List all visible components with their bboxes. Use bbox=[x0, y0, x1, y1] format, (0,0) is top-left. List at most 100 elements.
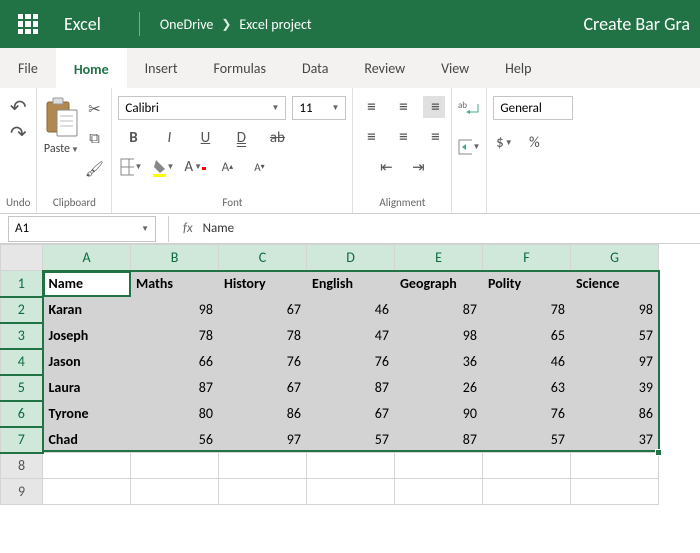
cell-G4[interactable]: 97 bbox=[571, 349, 659, 375]
cell-F9[interactable] bbox=[483, 479, 571, 505]
cut-icon[interactable]: ✂ bbox=[83, 98, 105, 120]
cell-D7[interactable]: 57 bbox=[307, 427, 395, 453]
cell-F2[interactable]: 78 bbox=[483, 297, 571, 323]
cell-B4[interactable]: 66 bbox=[131, 349, 219, 375]
cell-A4[interactable]: Jason bbox=[43, 349, 131, 375]
align-bottom-icon[interactable]: ≡ bbox=[423, 96, 445, 118]
cell-B6[interactable]: 80 bbox=[131, 401, 219, 427]
cell-E8[interactable] bbox=[395, 453, 483, 479]
row-header-4[interactable]: 4 bbox=[1, 349, 43, 375]
tab-view[interactable]: View bbox=[423, 48, 487, 88]
cell-G8[interactable] bbox=[571, 453, 659, 479]
borders-button[interactable]: ▼ bbox=[120, 156, 142, 178]
font-color-button[interactable]: A▼ bbox=[184, 156, 206, 178]
worksheet[interactable]: ABCDEFG1NameMathsHistoryEnglishGeographP… bbox=[0, 244, 700, 505]
align-middle-icon[interactable]: ≡ bbox=[391, 96, 413, 118]
align-right-icon[interactable]: ≡ bbox=[423, 126, 445, 148]
fill-color-button[interactable]: ▼ bbox=[152, 156, 174, 178]
cell-B5[interactable]: 87 bbox=[131, 375, 219, 401]
breadcrumb-onedrive[interactable]: OneDrive bbox=[160, 16, 213, 33]
tab-help[interactable]: Help bbox=[487, 48, 549, 88]
decrease-indent-icon[interactable]: ⇤ bbox=[375, 156, 397, 178]
tab-review[interactable]: Review bbox=[346, 48, 423, 88]
cell-D6[interactable]: 67 bbox=[307, 401, 395, 427]
cell-F3[interactable]: 65 bbox=[483, 323, 571, 349]
col-header-B[interactable]: B bbox=[131, 245, 219, 271]
row-header-9[interactable]: 9 bbox=[1, 479, 43, 505]
col-header-C[interactable]: C bbox=[219, 245, 307, 271]
cell-B2[interactable]: 98 bbox=[131, 297, 219, 323]
cell-D1[interactable]: English bbox=[307, 271, 395, 297]
cell-G9[interactable] bbox=[571, 479, 659, 505]
cell-D2[interactable]: 46 bbox=[307, 297, 395, 323]
cell-B3[interactable]: 78 bbox=[131, 323, 219, 349]
cell-B8[interactable] bbox=[131, 453, 219, 479]
col-header-E[interactable]: E bbox=[395, 245, 483, 271]
cell-F4[interactable]: 46 bbox=[483, 349, 571, 375]
percent-icon[interactable]: % bbox=[523, 132, 545, 154]
cell-C2[interactable]: 67 bbox=[219, 297, 307, 323]
bold-button[interactable]: B bbox=[122, 127, 144, 149]
cell-G3[interactable]: 57 bbox=[571, 323, 659, 349]
tab-formulas[interactable]: Formulas bbox=[196, 48, 284, 88]
cell-D9[interactable] bbox=[307, 479, 395, 505]
cell-D4[interactable]: 76 bbox=[307, 349, 395, 375]
cell-B9[interactable] bbox=[131, 479, 219, 505]
paste-icon[interactable] bbox=[43, 96, 79, 138]
format-painter-icon[interactable]: 🖌 bbox=[83, 158, 105, 180]
cell-C5[interactable]: 67 bbox=[219, 375, 307, 401]
cell-F6[interactable]: 76 bbox=[483, 401, 571, 427]
font-size-select[interactable]: 11▼ bbox=[292, 96, 346, 120]
cell-E3[interactable]: 98 bbox=[395, 323, 483, 349]
cell-D3[interactable]: 47 bbox=[307, 323, 395, 349]
cell-C4[interactable]: 76 bbox=[219, 349, 307, 375]
cell-E9[interactable] bbox=[395, 479, 483, 505]
cell-A9[interactable] bbox=[43, 479, 131, 505]
cell-G7[interactable]: 37 bbox=[571, 427, 659, 453]
cell-C9[interactable] bbox=[219, 479, 307, 505]
decrease-font-icon[interactable]: A▾ bbox=[248, 156, 270, 178]
undo-icon[interactable]: ↶ bbox=[7, 96, 29, 118]
tab-insert[interactable]: Insert bbox=[127, 48, 196, 88]
double-underline-button[interactable]: D bbox=[230, 127, 252, 149]
tab-home[interactable]: Home bbox=[56, 48, 127, 88]
increase-font-icon[interactable]: A▴ bbox=[216, 156, 238, 178]
cell-G2[interactable]: 98 bbox=[571, 297, 659, 323]
formula-value[interactable]: Name bbox=[203, 221, 234, 236]
cell-C8[interactable] bbox=[219, 453, 307, 479]
redo-icon[interactable]: ↷ bbox=[7, 122, 29, 144]
strikethrough-button[interactable]: ab bbox=[266, 127, 288, 149]
align-center-icon[interactable]: ≡ bbox=[391, 126, 413, 148]
col-header-F[interactable]: F bbox=[483, 245, 571, 271]
copy-icon[interactable]: ⧉ bbox=[83, 128, 105, 150]
cell-F8[interactable] bbox=[483, 453, 571, 479]
col-header-G[interactable]: G bbox=[571, 245, 659, 271]
cell-A3[interactable]: Joseph bbox=[43, 323, 131, 349]
row-header-7[interactable]: 7 bbox=[1, 427, 43, 453]
cell-A2[interactable]: Karan bbox=[43, 297, 131, 323]
cell-F7[interactable]: 57 bbox=[483, 427, 571, 453]
fill-handle[interactable] bbox=[655, 449, 662, 456]
merge-cells-icon[interactable]: ▼ bbox=[458, 136, 480, 158]
cell-A8[interactable] bbox=[43, 453, 131, 479]
row-header-8[interactable]: 8 bbox=[1, 453, 43, 479]
cell-E4[interactable]: 36 bbox=[395, 349, 483, 375]
row-header-6[interactable]: 6 bbox=[1, 401, 43, 427]
increase-indent-icon[interactable]: ⇥ bbox=[407, 156, 429, 178]
tab-file[interactable]: File bbox=[0, 48, 56, 88]
font-name-select[interactable]: Calibri▼ bbox=[118, 96, 286, 120]
wrap-text-icon[interactable]: ab bbox=[458, 98, 480, 120]
cell-C1[interactable]: History bbox=[219, 271, 307, 297]
cell-E1[interactable]: Geograph bbox=[395, 271, 483, 297]
name-box[interactable]: A1▼ bbox=[8, 216, 156, 242]
cell-G5[interactable]: 39 bbox=[571, 375, 659, 401]
cell-A6[interactable]: Tyrone bbox=[43, 401, 131, 427]
fx-icon[interactable]: fx bbox=[183, 221, 193, 236]
cell-C3[interactable]: 78 bbox=[219, 323, 307, 349]
cell-F5[interactable]: 63 bbox=[483, 375, 571, 401]
cell-E2[interactable]: 87 bbox=[395, 297, 483, 323]
cell-B1[interactable]: Maths bbox=[131, 271, 219, 297]
cell-E7[interactable]: 87 bbox=[395, 427, 483, 453]
cell-F1[interactable]: Polity bbox=[483, 271, 571, 297]
cell-A5[interactable]: Laura bbox=[43, 375, 131, 401]
